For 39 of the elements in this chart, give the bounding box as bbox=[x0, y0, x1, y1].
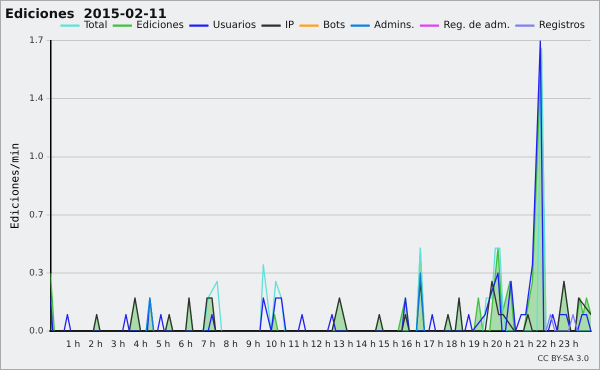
y-tick-label: 1.7 bbox=[29, 36, 44, 46]
x-tick-label: 15 h bbox=[378, 340, 398, 350]
x-tick-label: 2 h bbox=[88, 340, 103, 350]
x-tick-label: 5 h bbox=[156, 340, 170, 350]
legend-label: Usuarios bbox=[212, 20, 256, 32]
x-tick-label: 17 h bbox=[423, 340, 444, 350]
x-tick-label: 18 h bbox=[446, 340, 466, 350]
x-tick-label: 7 h bbox=[201, 340, 216, 350]
x-tick-label: 12 h bbox=[310, 340, 331, 350]
x-tick-label: 3 h bbox=[110, 340, 126, 350]
y-tick-label: 0.7 bbox=[29, 210, 44, 220]
y-tick-label: 1.0 bbox=[29, 152, 44, 162]
x-tick-label: 6 h bbox=[178, 340, 193, 350]
x-tick-label: 11 h bbox=[288, 340, 308, 350]
x-tick-label: 9 h bbox=[246, 340, 260, 350]
x-tick-label: 16 h bbox=[400, 340, 421, 350]
x-tick-label: 4 h bbox=[133, 340, 148, 350]
legend-label: Registros bbox=[538, 20, 586, 32]
x-tick-label: 14 h bbox=[356, 340, 376, 350]
legend-label: Bots bbox=[323, 20, 346, 32]
x-tick-label: 23 h bbox=[558, 340, 578, 350]
y-tick-label: 0.3 bbox=[29, 268, 44, 278]
x-tick-label: 21 h bbox=[513, 340, 534, 350]
y-axis-title: Ediciones/min bbox=[8, 142, 22, 229]
y-tick-label: 1.4 bbox=[29, 94, 44, 104]
y-tick-label: 0.0 bbox=[29, 326, 44, 337]
x-tick-label: 10 h bbox=[266, 340, 286, 350]
x-tick-label: 13 h bbox=[333, 340, 354, 350]
x-tick-label: 19 h bbox=[468, 340, 488, 350]
x-tick-label: 22 h bbox=[536, 340, 556, 350]
x-tick-label: 8 h bbox=[224, 340, 238, 350]
legend-label: Ediciones bbox=[136, 20, 184, 32]
legend-label: Total bbox=[82, 20, 108, 32]
legend-label: IP bbox=[285, 20, 294, 32]
legend-label: Admins. bbox=[374, 20, 414, 32]
x-tick-label: 20 h bbox=[490, 340, 511, 350]
text: CC BY-SA 3.0 bbox=[537, 354, 589, 363]
legend-label: Reg. de adm. bbox=[443, 20, 510, 32]
x-tick-label: 1 h bbox=[66, 340, 80, 350]
